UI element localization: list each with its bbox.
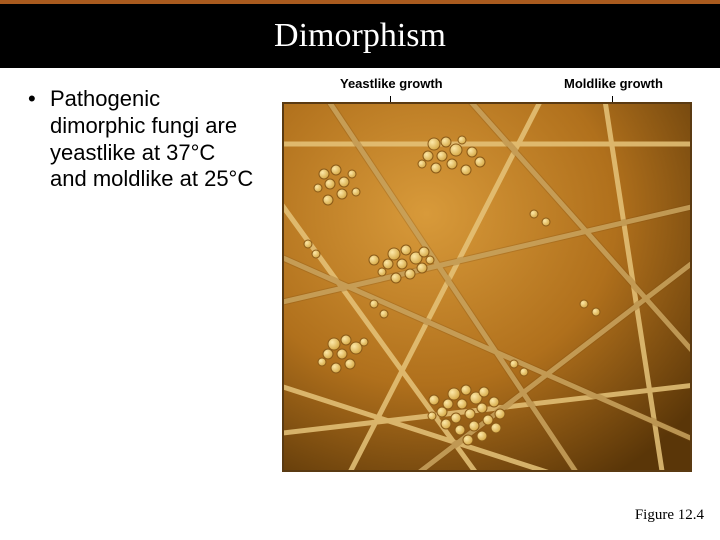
label-moldlike: Moldlike growth — [564, 76, 663, 91]
bullet-text: Pathogenic dimorphic fungi are yeastlike… — [50, 86, 258, 193]
figure: Yeastlike growth Moldlike growth — [282, 76, 692, 476]
slide-title: Dimorphism — [274, 17, 446, 55]
bullet-item: • Pathogenic dimorphic fungi are yeastli… — [28, 86, 258, 193]
bullet-marker: • — [28, 86, 36, 113]
title-bar: Dimorphism — [0, 0, 720, 68]
micrograph-image — [282, 102, 692, 472]
figure-caption: Figure 12.4 — [635, 507, 704, 524]
label-yeastlike: Yeastlike growth — [340, 76, 443, 91]
figure-labels: Yeastlike growth Moldlike growth — [282, 76, 692, 102]
content-area: • Pathogenic dimorphic fungi are yeastli… — [0, 68, 720, 86]
